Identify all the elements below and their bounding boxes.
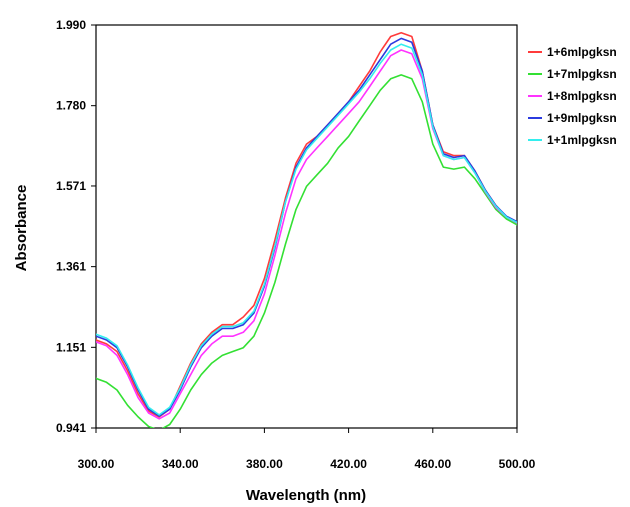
series-layer xyxy=(96,31,517,428)
series-line-4 xyxy=(96,37,517,417)
legend-label: 1+8mlpgksn xyxy=(547,89,617,103)
y-tick-label: 1.361 xyxy=(56,260,86,274)
legend-item: 1+9mlpgksn xyxy=(528,111,617,125)
x-tick-label: 340.00 xyxy=(162,457,199,471)
legend-label: 1+6mlpgksn xyxy=(547,45,617,59)
y-axis-ticks: 0.941 1.151 1.361 1.571 1.780 1.990 xyxy=(56,18,96,435)
y-tick-label: 0.941 xyxy=(56,421,86,435)
y-axis-title: Absorbance xyxy=(13,185,30,272)
y-tick-label: 1.151 xyxy=(56,340,86,354)
x-tick-label: 380.00 xyxy=(246,457,283,471)
x-tick-label: 300.00 xyxy=(78,457,115,471)
x-tick-label: 460.00 xyxy=(414,457,451,471)
x-tick-label: 500.00 xyxy=(499,457,536,471)
series-line-2 xyxy=(96,74,517,428)
x-tick-label: 420.00 xyxy=(330,457,367,471)
legend: 1+6mlpgksn 1+7mlpgksn 1+8mlpgksn 1+9mlpgksn… xyxy=(528,45,617,147)
legend-item: 1+6mlpgksn xyxy=(528,45,617,59)
y-tick-label: 1.571 xyxy=(56,179,86,193)
x-axis-title: Wavelength (nm) xyxy=(246,487,366,504)
legend-label: 1+7mlpgksn xyxy=(547,67,617,81)
plot-area xyxy=(95,24,518,429)
legend-item: 1+1mlpgksn xyxy=(528,133,617,147)
legend-label: 1+1mlpgksn xyxy=(547,133,617,147)
legend-item: 1+8mlpgksn xyxy=(528,89,617,103)
y-tick-label: 1.780 xyxy=(56,99,86,113)
legend-item: 1+7mlpgksn xyxy=(528,67,617,81)
legend-label: 1+9mlpgksn xyxy=(547,111,617,125)
series-line-5 xyxy=(96,43,517,416)
y-tick-label: 1.990 xyxy=(56,18,86,32)
x-axis-ticks: 300.00 340.00 380.00 420.00 460.00 500.00 xyxy=(78,428,536,471)
